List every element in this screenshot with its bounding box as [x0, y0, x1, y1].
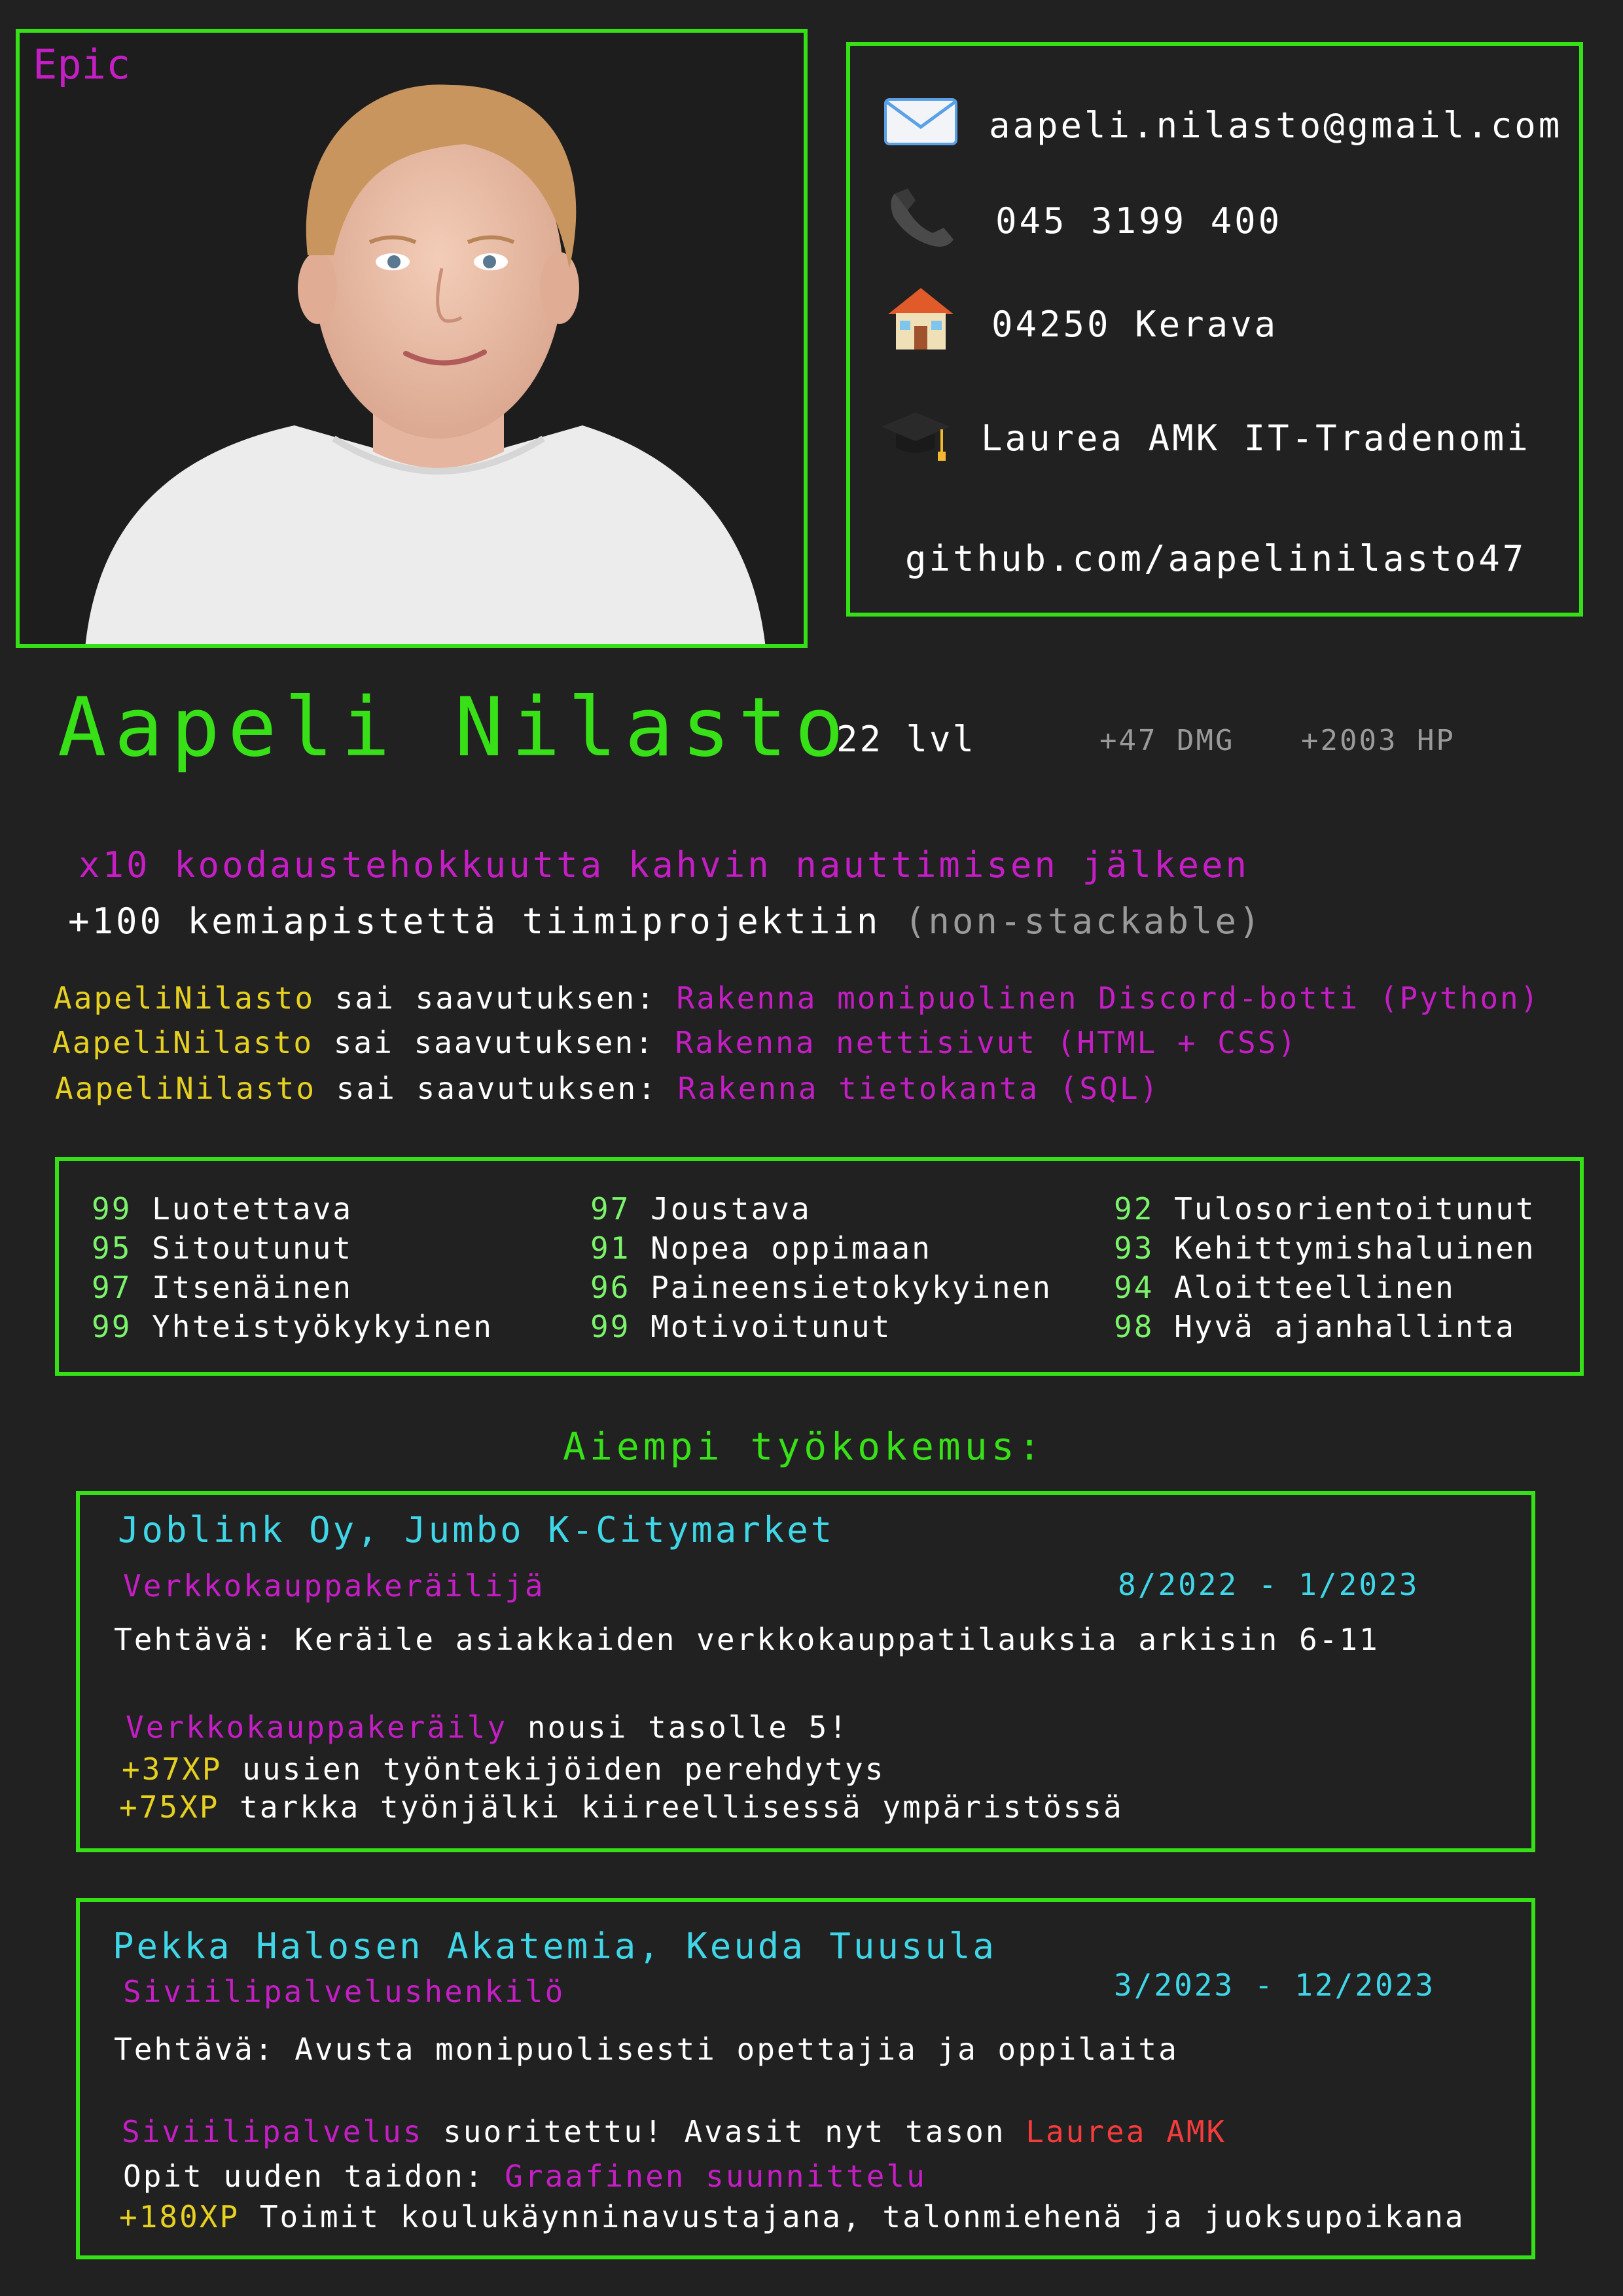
- rarity-label: Epic: [33, 41, 131, 88]
- stat-row: 99 Motivoitunut: [590, 1309, 892, 1344]
- achievement-line: AapeliNilasto sai saavutuksen: Rakenna t…: [55, 1071, 1160, 1106]
- email-text[interactable]: aapeli.nilasto@gmail.com: [989, 105, 1563, 146]
- job-role: Verkkokauppakeräilijä: [123, 1568, 545, 1604]
- buff-teamwork: +100 kemiapistettä tiimiprojektiin (non-…: [68, 901, 1263, 942]
- address-text: 04250 Kerava: [991, 304, 1279, 345]
- education-text: Laurea AMK IT-Tradenomi: [981, 418, 1531, 459]
- job-xp: +37XP uusien työntekijöiden perehdytys: [122, 1751, 885, 1787]
- stat-row: 96 Paineensietokykyinen: [590, 1270, 1052, 1305]
- achievement-line: AapeliNilasto sai saavutuksen: Rakenna n…: [52, 1025, 1298, 1060]
- stat-row: 98 Hyvä ajanhallinta: [1114, 1309, 1516, 1344]
- job-new-skill: Opit uuden taidon: Graafinen suunnittelu: [123, 2159, 927, 2194]
- profile-photo: [85, 84, 766, 644]
- stat-row: 97 Itsenäinen: [92, 1270, 353, 1305]
- job-company: Joblink Oy, Jumbo K-Citymarket: [118, 1509, 835, 1551]
- achievement-title: Rakenna monipuolinen Discord-botti (Pyth…: [676, 980, 1541, 1016]
- achievement-user: AapeliNilasto: [55, 1071, 317, 1106]
- job-levelup: Verkkokauppakeräily nousi tasolle 5!: [126, 1710, 849, 1745]
- job-dates: 3/2023 - 12/2023: [1114, 1967, 1436, 2003]
- graduation-cap-icon: [882, 412, 950, 461]
- job-role: Siviilipalvelushenkilö: [123, 1974, 565, 2009]
- experience-heading: Aiempi työkokemus:: [563, 1424, 1045, 1469]
- envelope-icon: [884, 98, 957, 145]
- telephone-icon: [891, 188, 954, 247]
- achievement-line: AapeliNilasto sai saavutuksen: Rakenna m…: [54, 980, 1540, 1016]
- job-card: Pekka Halosen Akatemia, Keuda Tuusula Si…: [76, 1898, 1535, 2259]
- stat-row: 99 Yhteistyökykyinen: [92, 1309, 493, 1344]
- level-label: 22 lvl: [836, 719, 976, 760]
- github-link[interactable]: github.com/aapelinilasto47: [905, 538, 1527, 579]
- house-icon: [888, 288, 954, 350]
- achievement-verb: sai saavutuksen:: [333, 1025, 655, 1060]
- stat-row: 94 Aloitteellinen: [1114, 1270, 1455, 1305]
- job-xp: +180XP Toimit koulukäynninavustajana, ta…: [119, 2199, 1465, 2234]
- job-company: Pekka Halosen Akatemia, Keuda Tuusula: [113, 1926, 997, 1967]
- job-xp: +75XP tarkka työnjälki kiireellisessä ym…: [119, 1789, 1124, 1825]
- achievement-title: Rakenna tietokanta (SQL): [677, 1071, 1160, 1106]
- achievement-user: AapeliNilasto: [54, 980, 315, 1016]
- stat-row: 92 Tulosorientoitunut: [1114, 1191, 1536, 1227]
- achievement-user: AapeliNilasto: [52, 1025, 314, 1060]
- job-task: Tehtävä: Keräile asiakkaiden verkkokaupp…: [114, 1622, 1380, 1657]
- stat-row: 99 Luotettava: [92, 1191, 353, 1227]
- achievement-verb: sai saavutuksen:: [334, 980, 656, 1016]
- job-card: Joblink Oy, Jumbo K-Citymarket Verkkokau…: [76, 1491, 1535, 1852]
- buff-teamwork-text: +100 kemiapistettä tiimiprojektiin: [68, 901, 881, 942]
- achievement-title: Rakenna nettisivut (HTML + CSS): [675, 1025, 1298, 1060]
- hp-stat: +2003 HP: [1301, 724, 1455, 757]
- job-dates: 8/2022 - 1/2023: [1118, 1567, 1419, 1602]
- job-completed: Siviilipalvelus suoritettu! Avasit nyt t…: [122, 2114, 1227, 2149]
- buff-teamwork-note: (non-stackable): [904, 901, 1263, 942]
- stat-row: 95 Sitoutunut: [92, 1230, 353, 1266]
- phone-text[interactable]: 045 3199 400: [995, 200, 1283, 242]
- stats-panel: 99 Luotettava 95 Sitoutunut 97 Itsenäine…: [55, 1157, 1584, 1376]
- character-name: Aapeli Nilasto: [58, 681, 852, 775]
- buff-coffee: x10 koodaustehokkuutta kahvin nauttimise…: [79, 844, 1250, 886]
- dmg-stat: +47 DMG: [1099, 724, 1235, 757]
- stat-row: 91 Nopea oppimaan: [590, 1230, 932, 1266]
- profile-photo-frame: Epic: [16, 29, 808, 648]
- stat-row: 93 Kehittymishaluinen: [1114, 1230, 1536, 1266]
- stat-row: 97 Joustava: [590, 1191, 812, 1227]
- contact-panel: aapeli.nilasto@gmail.com 045 3199 400 04…: [846, 42, 1583, 617]
- achievement-verb: sai saavutuksen:: [336, 1071, 658, 1106]
- job-task: Tehtävä: Avusta monipuolisesti opettajia…: [114, 2032, 1179, 2067]
